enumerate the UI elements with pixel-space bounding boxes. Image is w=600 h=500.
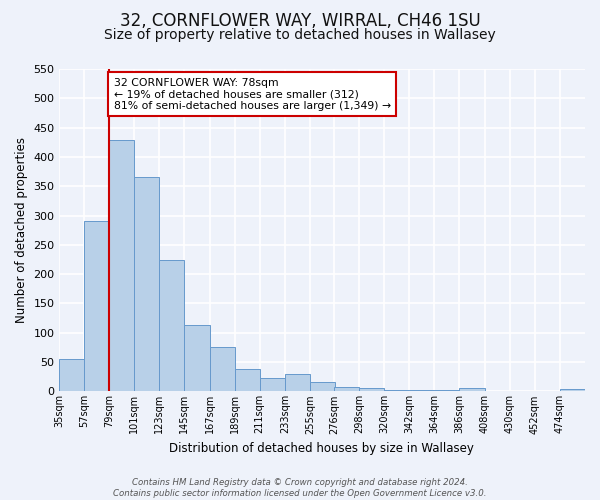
Bar xyxy=(84,221,109,392)
Bar xyxy=(260,378,285,392)
Bar xyxy=(384,390,409,392)
Bar xyxy=(334,386,359,392)
Bar xyxy=(560,389,585,392)
Text: Contains HM Land Registry data © Crown copyright and database right 2024.
Contai: Contains HM Land Registry data © Crown c… xyxy=(113,478,487,498)
Bar xyxy=(460,388,485,392)
Bar xyxy=(359,388,384,392)
Bar xyxy=(134,178,159,392)
Bar xyxy=(285,374,310,392)
Bar xyxy=(310,382,335,392)
Bar xyxy=(235,369,260,392)
Text: Size of property relative to detached houses in Wallasey: Size of property relative to detached ho… xyxy=(104,28,496,42)
Bar xyxy=(209,347,235,392)
Bar xyxy=(434,390,460,392)
Bar xyxy=(159,260,184,392)
Bar xyxy=(109,140,134,392)
Y-axis label: Number of detached properties: Number of detached properties xyxy=(15,137,28,323)
X-axis label: Distribution of detached houses by size in Wallasey: Distribution of detached houses by size … xyxy=(169,442,475,455)
Text: 32, CORNFLOWER WAY, WIRRAL, CH46 1SU: 32, CORNFLOWER WAY, WIRRAL, CH46 1SU xyxy=(119,12,481,30)
Bar xyxy=(59,359,84,392)
Text: 32 CORNFLOWER WAY: 78sqm
← 19% of detached houses are smaller (312)
81% of semi-: 32 CORNFLOWER WAY: 78sqm ← 19% of detach… xyxy=(113,78,391,111)
Bar xyxy=(409,390,434,392)
Bar xyxy=(184,325,209,392)
